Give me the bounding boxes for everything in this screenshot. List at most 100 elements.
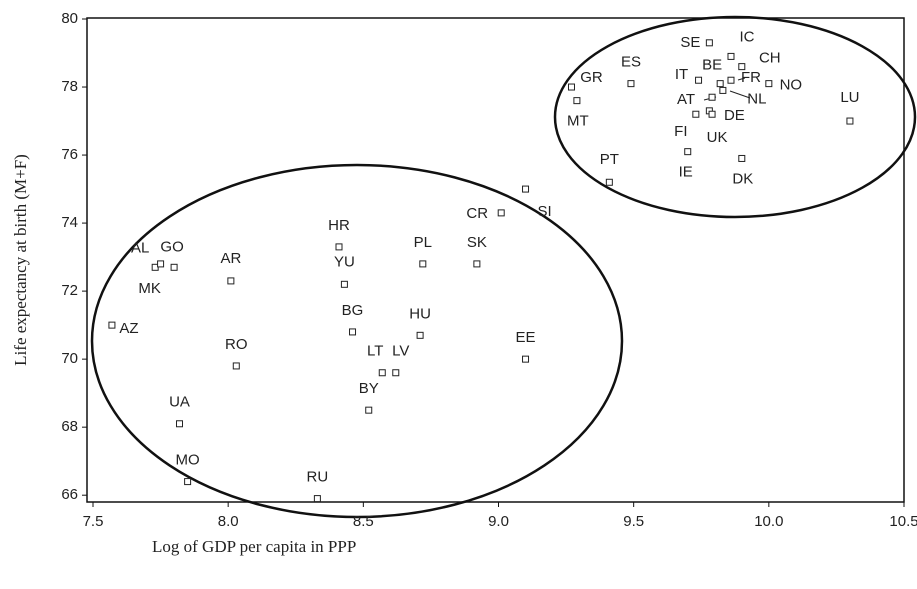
point-label: RU (307, 469, 329, 486)
point-label: LV (392, 343, 409, 360)
point-label: RO (225, 336, 248, 353)
point (340, 280, 348, 288)
y-tick-label: 66 (61, 486, 78, 503)
point (846, 117, 854, 125)
point-label: MK (138, 280, 161, 297)
point-label: MT (567, 113, 589, 130)
point (416, 331, 424, 339)
point (573, 97, 581, 105)
point-label: CR (466, 205, 488, 222)
point-label: NL (747, 90, 766, 107)
point (227, 277, 235, 285)
y-axis-title: Life expectancy at birth (M+F) (11, 154, 30, 366)
point (708, 110, 716, 118)
point-label: MO (176, 452, 200, 469)
point-label: UK (707, 129, 728, 146)
point-label: PL (414, 234, 432, 251)
x-axis-title: Log of GDP per capita in PPP (152, 537, 356, 556)
point-label: SI (537, 203, 551, 220)
point-label: CH (759, 50, 781, 67)
point (716, 80, 724, 88)
point-label: IE (679, 164, 693, 181)
point (365, 406, 373, 414)
point (567, 83, 575, 91)
leader-line (737, 77, 746, 81)
point-label: AR (220, 250, 241, 267)
x-tick-label: 9.5 (623, 513, 644, 530)
y-tick-label: 70 (61, 350, 78, 367)
point (157, 260, 165, 268)
point (108, 321, 116, 329)
point (738, 154, 746, 162)
point-label: BG (342, 302, 364, 319)
point-label: UA (169, 394, 190, 411)
point-label: FR (741, 69, 761, 86)
point-label: YU (334, 253, 355, 270)
point (184, 478, 192, 486)
point-label: AT (677, 91, 695, 108)
x-tick-label: 8.5 (353, 513, 374, 530)
point (392, 369, 400, 377)
point-label: AZ (119, 320, 138, 337)
point (335, 243, 343, 251)
point (522, 355, 530, 363)
point (727, 76, 735, 84)
point-label: EE (516, 329, 536, 346)
point (684, 148, 692, 156)
y-tick-label: 68 (61, 418, 78, 435)
cluster-ellipse (90, 163, 624, 519)
point (313, 495, 321, 503)
point (627, 80, 635, 88)
point-label: IC (739, 28, 754, 45)
y-tick-label: 74 (61, 214, 78, 231)
plot-frame (86, 17, 905, 503)
point (765, 80, 773, 88)
cluster-ellipse (553, 15, 917, 219)
point (473, 260, 481, 268)
point (695, 76, 703, 84)
x-tick-label: 9.0 (488, 513, 509, 530)
point (176, 420, 184, 428)
point-label: HU (409, 305, 431, 322)
x-tick-label: 8.0 (218, 513, 239, 530)
point (497, 209, 505, 217)
point-label: ES (621, 54, 641, 71)
y-tick-label: 72 (61, 282, 78, 299)
x-tick-label: 10.5 (889, 513, 917, 530)
point (719, 86, 727, 94)
y-tick-label: 76 (61, 146, 78, 163)
point-label: FI (674, 123, 687, 140)
point-label: DK (732, 170, 753, 187)
point (522, 185, 530, 193)
point-label: SK (467, 234, 487, 251)
point-label: LU (840, 89, 859, 106)
point (727, 52, 735, 60)
y-tick-label: 80 (61, 10, 78, 27)
x-tick-label: 7.5 (83, 513, 104, 530)
point-label: IT (675, 66, 688, 83)
point (419, 260, 427, 268)
point (232, 362, 240, 370)
point-label: BY (359, 380, 379, 397)
y-tick-label: 78 (61, 78, 78, 95)
leader-line (729, 90, 751, 99)
point-label: GO (160, 238, 183, 255)
point-label: AL (131, 239, 149, 256)
point (349, 328, 357, 336)
point (738, 63, 746, 71)
point (692, 110, 700, 118)
point-label: DE (724, 107, 745, 124)
x-tick-label: 10.0 (754, 513, 783, 530)
point (708, 93, 716, 101)
point (378, 369, 386, 377)
point-label: NO (780, 77, 803, 94)
point-label: GR (580, 69, 603, 86)
point-label: PT (600, 151, 619, 168)
point (605, 178, 613, 186)
point (705, 39, 713, 47)
point-label: BE (702, 57, 722, 74)
point-label: HR (328, 217, 350, 234)
point-label: SE (680, 34, 700, 51)
